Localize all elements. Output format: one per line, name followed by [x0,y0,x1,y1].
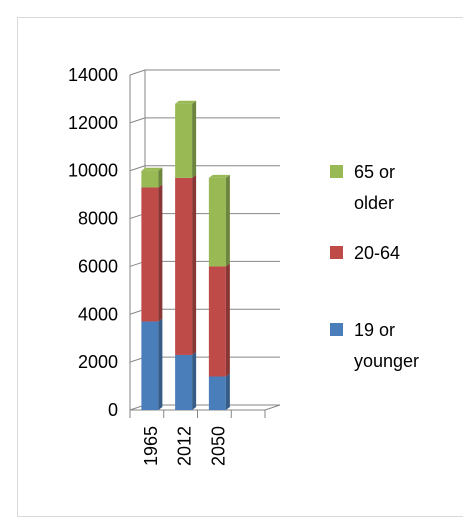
bar-segment-19-or-younger-1965 [141,318,163,410]
bar-front-face [175,177,193,355]
legend-swatch [330,165,343,178]
y-tick-label: 6000 [78,256,118,276]
bar-side-face [192,351,197,410]
y-axis-tick-labels: 0 2000 4000 6000 8000 10000 12000 14000 [68,65,118,420]
legend-item-20-64: 20-64 [330,243,400,263]
y-tick-label: 0 [108,400,118,420]
bar-side-face [225,263,230,377]
y-tick-label: 4000 [78,304,118,324]
bar-segment-19-or-younger-2050 [208,373,230,410]
bar-front-face [175,103,193,178]
bar-front-face [208,177,226,267]
bar-side-face [225,373,230,410]
bar-segment-65-or-older-1965 [141,167,163,188]
legend-label: 19 or [354,320,395,340]
bar-side-face [158,167,163,188]
bar-segment-65-or-older-2050 [208,174,230,267]
y-tick-label: 14000 [68,65,118,85]
x-axis-tick-labels: 1965 2012 2050 [141,426,229,466]
bar-top-face [141,167,163,171]
bars [141,100,230,410]
bar-segment-20-64-2050 [208,263,230,377]
bar-front-face [141,321,159,410]
bar-front-face [141,187,159,322]
bar-front-face [141,170,159,188]
x-tick-label-2050: 2050 [208,426,228,466]
bar-front-face [208,376,226,410]
legend-label: 65 or [354,162,395,182]
legend: 65 or older 20-64 19 or younger [330,162,419,371]
side-wall-gridline [129,165,146,172]
y-tick-label: 12000 [68,113,118,133]
bar-segment-20-64-2012 [175,174,197,355]
bar-side-face [158,318,163,410]
floor-right-edge [264,404,281,411]
bar-side-face [158,184,163,322]
y-tick-label: 8000 [78,209,118,229]
legend-swatch [330,323,343,336]
side-wall-gridline [129,69,146,76]
bar-segment-65-or-older-2012 [175,100,197,178]
bar-side-face [192,100,197,178]
bar-front-face [175,354,193,410]
bar-segment-19-or-younger-2012 [175,351,197,410]
x-tick-label-2012: 2012 [175,426,195,466]
legend-item-65-or-older: 65 or older [330,162,395,213]
y-tick-label: 2000 [78,352,118,372]
bar-side-face [225,174,230,267]
side-wall-gridline [129,117,146,124]
legend-label: younger [354,351,419,371]
legend-label: 20-64 [354,243,400,263]
bar-segment-20-64-1965 [141,184,163,322]
legend-item-19-or-younger: 19 or younger [330,320,419,371]
x-tick-label-1965: 1965 [141,426,161,466]
y-tick-label: 10000 [68,161,118,181]
bar-front-face [208,266,226,377]
bar-top-face [175,100,197,104]
bar-top-face [208,174,230,178]
legend-swatch [330,246,343,259]
legend-label: older [354,193,394,213]
bar-side-face [192,174,197,355]
